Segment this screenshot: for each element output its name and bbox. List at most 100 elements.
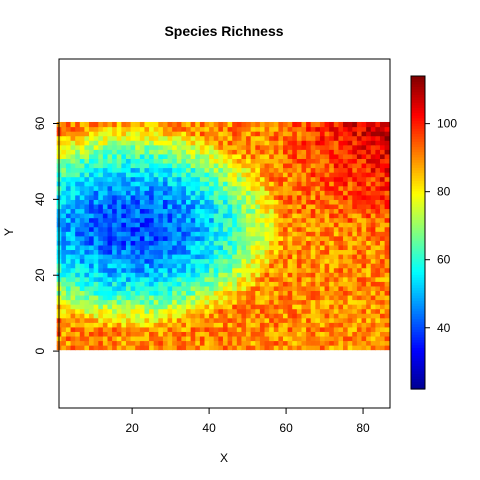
heatmap-cell (167, 340, 173, 346)
heatmap-cell (310, 135, 316, 141)
heatmap-cell (246, 294, 252, 301)
heatmap-cell (310, 244, 316, 251)
heatmap-cell (125, 304, 132, 310)
heatmap-cell (366, 281, 372, 287)
heatmap-cell (222, 144, 229, 150)
colorbar-segment (411, 86, 425, 90)
heatmap-cell (209, 290, 215, 296)
heatmap-cell (255, 190, 261, 196)
heatmap-cell (139, 194, 146, 200)
heatmap-cell (292, 304, 298, 310)
heatmap-cell (301, 135, 307, 141)
heatmap-cell (116, 313, 122, 319)
heatmap-cell (158, 140, 164, 146)
heatmap-cell (195, 331, 201, 337)
colorbar-segment (411, 235, 425, 239)
colorbar-segment (411, 279, 425, 283)
heatmap-cell (84, 181, 90, 187)
heatmap-cell (84, 126, 90, 132)
heatmap-cell (181, 181, 187, 187)
colorbar-segment (411, 378, 425, 382)
heatmap-cell (343, 276, 349, 282)
heatmap-cell (246, 258, 252, 264)
heatmap-cell (213, 281, 219, 287)
heatmap-cell (329, 194, 335, 200)
heatmap-cell (241, 308, 247, 314)
heatmap-cell (273, 308, 279, 314)
heatmap-cell (370, 181, 376, 187)
heatmap-cell (93, 131, 99, 137)
heatmap-cell (250, 276, 256, 282)
heatmap-cell (65, 140, 72, 146)
heatmap-cell (98, 267, 104, 273)
heatmap-cell (167, 167, 173, 173)
heatmap-cell (213, 285, 219, 291)
heatmap-cell (61, 322, 67, 328)
heatmap-cell (186, 345, 192, 351)
heatmap-cell (296, 199, 303, 205)
heatmap-cell (301, 244, 307, 251)
heatmap-cell (102, 272, 109, 278)
heatmap-cell (186, 226, 192, 232)
heatmap-cell (319, 149, 326, 155)
heatmap-cell (259, 231, 266, 237)
y-tick-label: 40 (33, 192, 47, 206)
heatmap-cell (149, 162, 155, 169)
heatmap-cell (264, 121, 270, 128)
heatmap-cell (236, 290, 243, 296)
heatmap-cell (93, 281, 99, 287)
heatmap-cell (296, 317, 303, 323)
heatmap-cell (329, 263, 335, 269)
heatmap-cell (144, 199, 150, 205)
heatmap-cell (61, 304, 67, 310)
heatmap-cell (144, 181, 150, 187)
heatmap-cell (296, 281, 303, 287)
heatmap-cell (79, 335, 85, 342)
heatmap-cell (292, 135, 298, 141)
heatmap-cell (301, 340, 307, 346)
heatmap-cell (347, 326, 353, 332)
heatmap-cell (324, 226, 330, 232)
heatmap-cell (301, 213, 307, 219)
heatmap-cell (366, 294, 372, 301)
heatmap-cell (125, 126, 132, 132)
heatmap-cell (213, 240, 219, 246)
heatmap-cell (324, 167, 330, 173)
heatmap-cell (107, 276, 113, 282)
heatmap-cell (125, 162, 132, 169)
heatmap-cell (306, 235, 312, 241)
heatmap-cell (70, 126, 76, 132)
heatmap-cell (246, 272, 252, 278)
heatmap-cell (246, 167, 252, 173)
heatmap-cell (283, 172, 289, 178)
heatmap-cell (167, 313, 173, 319)
heatmap-cell (232, 144, 238, 150)
heatmap-cell (250, 326, 256, 332)
heatmap-cell (116, 181, 122, 187)
heatmap-cell (236, 181, 243, 187)
heatmap-cell (361, 153, 367, 159)
heatmap-cell (296, 340, 303, 346)
heatmap-cell (139, 276, 146, 282)
heatmap-cell (65, 226, 72, 232)
heatmap-cell (98, 272, 104, 278)
heatmap-cell (102, 322, 109, 328)
heatmap-cell (273, 258, 279, 264)
heatmap-cell (259, 222, 266, 228)
heatmap-cell (199, 313, 206, 319)
heatmap-cell (264, 172, 270, 178)
heatmap-cell (283, 126, 289, 132)
heatmap-cell (306, 190, 312, 196)
heatmap-cell (287, 299, 293, 305)
heatmap-cell (246, 144, 252, 150)
heatmap-cell (167, 249, 173, 255)
heatmap-cell (144, 158, 150, 164)
heatmap-cell (273, 299, 279, 305)
heatmap-cell (246, 235, 252, 241)
heatmap-cell (343, 185, 349, 191)
heatmap-cell (199, 317, 206, 323)
heatmap-cell (84, 304, 90, 310)
heatmap-cell (227, 158, 233, 164)
heatmap-cell (296, 258, 303, 264)
